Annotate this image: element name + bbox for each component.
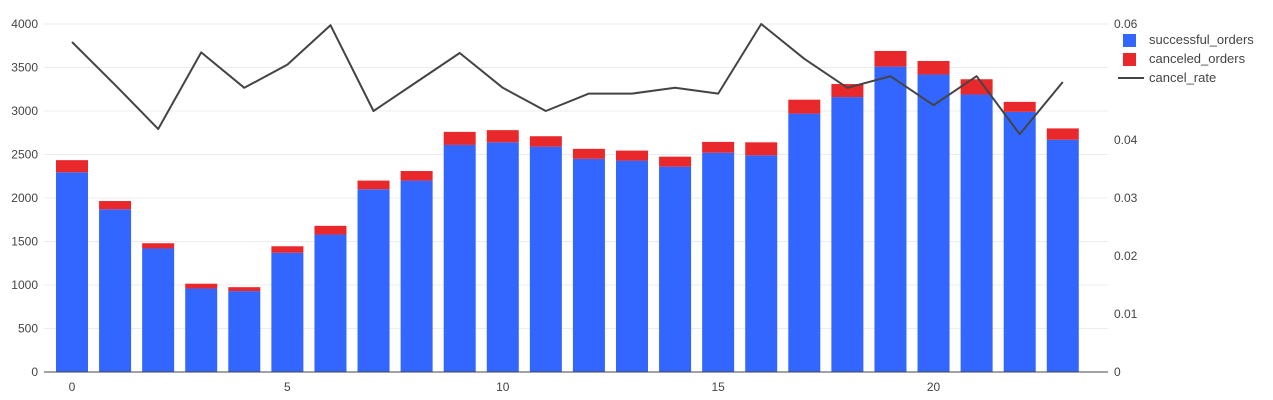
bar-canceled-orders: [616, 150, 648, 161]
bar-successful-orders: [572, 158, 605, 372]
y-left-tick-label: 4000: [11, 17, 38, 31]
bar-successful-orders: [357, 189, 390, 372]
y-left-tick-label: 2500: [11, 148, 38, 162]
bar-canceled-orders: [271, 246, 304, 253]
bar-successful-orders: [486, 142, 519, 372]
bar-successful-orders: [314, 234, 347, 372]
legend-swatch: [1123, 34, 1136, 47]
y-left-tick-label: 3000: [11, 104, 38, 118]
legend-label: canceled_orders: [1149, 51, 1246, 66]
bar-successful-orders: [529, 146, 562, 372]
bar-successful-orders: [185, 288, 218, 372]
bar-canceled-orders: [56, 160, 88, 173]
x-tick-label: 15: [711, 380, 725, 394]
bar-canceled-orders: [831, 84, 864, 98]
bar-successful-orders: [400, 180, 433, 372]
x-tick-label: 20: [927, 380, 941, 394]
bar-canceled-orders: [400, 171, 433, 181]
bar-canceled-orders: [874, 50, 907, 67]
bar-canceled-orders: [486, 130, 519, 143]
legend-label: cancel_rate: [1149, 70, 1216, 85]
bar-canceled-orders: [314, 225, 347, 235]
bar-canceled-orders: [185, 283, 218, 289]
bar-successful-orders: [56, 172, 88, 372]
y-right-tick-label: 0.02: [1114, 249, 1138, 263]
bar-successful-orders: [99, 209, 132, 372]
legend-swatch: [1123, 53, 1136, 66]
bar-canceled-orders: [99, 201, 132, 210]
y-right-tick-label: 0.01: [1114, 307, 1138, 321]
bar-successful-orders: [917, 74, 950, 373]
bar-successful-orders: [616, 160, 648, 372]
bar-successful-orders: [142, 248, 175, 372]
y-left-tick-label: 500: [18, 322, 38, 336]
line-cancel-rate: [71, 23, 1064, 136]
x-tick-label: 10: [496, 380, 510, 394]
legend-label: successful_orders: [1149, 32, 1254, 47]
bar-canceled-orders: [228, 287, 261, 292]
bar-canceled-orders: [142, 243, 175, 249]
bar-canceled-orders: [529, 136, 562, 147]
y-right-tick-label: 0.04: [1114, 133, 1138, 147]
y-left-tick-label: 1500: [11, 235, 38, 249]
y-right-tick-label: 0.03: [1114, 191, 1138, 205]
y-left-tick-label: 1000: [11, 278, 38, 292]
x-tick-label: 0: [69, 380, 76, 394]
bar-successful-orders: [745, 155, 778, 372]
x-tick-label: 5: [284, 380, 291, 394]
bar-canceled-orders: [788, 99, 821, 114]
bar-successful-orders: [788, 113, 821, 373]
bar-canceled-orders: [357, 180, 390, 190]
bar-canceled-orders: [443, 131, 476, 145]
y-right-tick-label: 0.06: [1114, 17, 1138, 31]
bar-canceled-orders: [572, 148, 605, 159]
bar-canceled-orders: [702, 141, 735, 153]
bar-successful-orders: [831, 97, 864, 372]
bar-successful-orders: [228, 291, 261, 372]
bar-successful-orders: [1003, 111, 1036, 373]
bar-canceled-orders: [917, 60, 950, 75]
bar-canceled-orders: [1046, 128, 1079, 140]
y-left-tick-label: 3500: [11, 61, 38, 75]
bar-canceled-orders: [1003, 101, 1036, 112]
bar-successful-orders: [874, 66, 907, 372]
bar-successful-orders: [960, 94, 993, 372]
bar-successful-orders: [702, 152, 735, 372]
bar-canceled-orders: [745, 142, 778, 156]
bar-successful-orders: [443, 144, 476, 372]
y-left-tick-label: 2000: [11, 191, 38, 205]
y-right-tick-label: 0: [1114, 365, 1121, 379]
bar-successful-orders: [659, 166, 692, 372]
bar-canceled-orders: [960, 79, 993, 95]
bar-successful-orders: [271, 252, 304, 372]
bar-canceled-orders: [659, 156, 692, 167]
bar-successful-orders: [1046, 139, 1079, 372]
y-left-tick-label: 0: [31, 365, 38, 379]
